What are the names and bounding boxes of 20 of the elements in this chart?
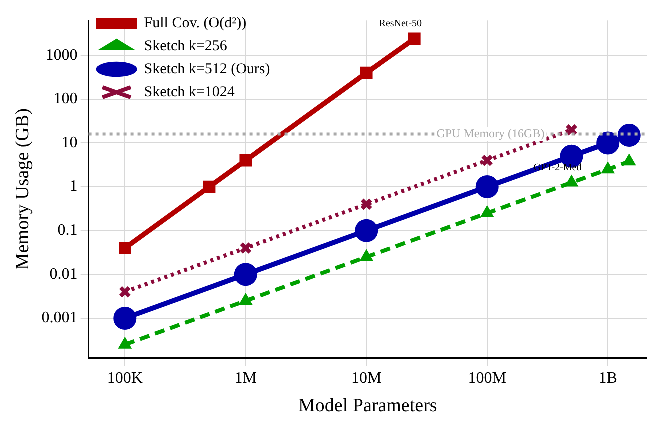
y-tick-label: 1 <box>70 178 78 196</box>
legend-label: Sketch k=512 (Ours) <box>144 61 270 78</box>
y-tick-label: 1000 <box>46 46 78 64</box>
x-tick-label: 10M <box>352 370 382 387</box>
y-tick-label: 10 <box>62 134 78 152</box>
x-tick-label: 1M <box>234 370 257 387</box>
x-tick-label: 100M <box>468 370 506 387</box>
y-tick-label: 0.1 <box>58 222 78 240</box>
ref-line-label: GPU Memory (16GB) <box>436 126 545 140</box>
legend-label: Full Cov. (O(d²)) <box>144 15 247 32</box>
y-tick-label: 0.001 <box>42 310 78 327</box>
y-tick-label: 100 <box>54 90 78 108</box>
y-tick-label: 0.01 <box>50 266 78 283</box>
x-tick-label: 100K <box>107 370 144 387</box>
y-axis-title: Memory Usage (GB) <box>12 108 34 270</box>
x-axis-title: Model Parameters <box>298 396 438 417</box>
x-tick-label: 1B <box>598 370 618 387</box>
legend-label: Sketch k=1024 <box>144 84 236 100</box>
annotation: ResNet-50 <box>379 18 422 30</box>
legend-label: Sketch k=256 <box>144 38 228 54</box>
